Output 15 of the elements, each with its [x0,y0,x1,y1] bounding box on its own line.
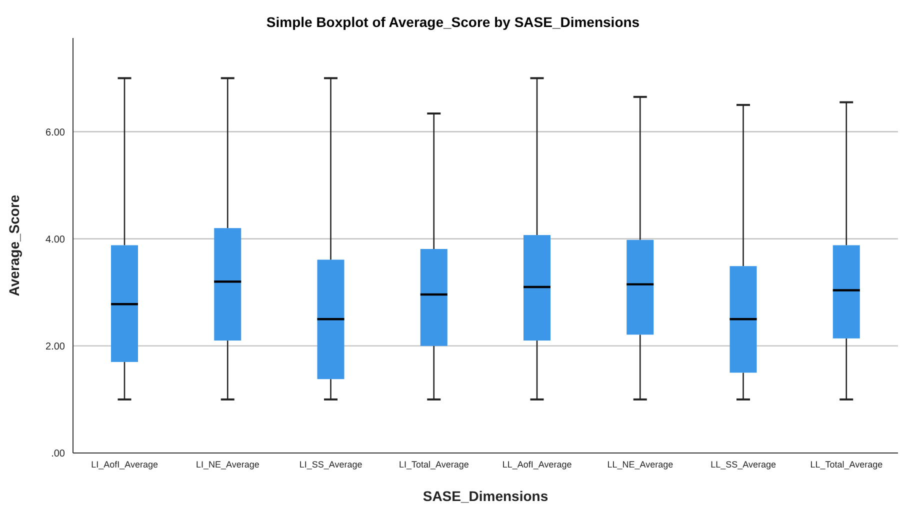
x-tick-label: LI_Total_Average [398,459,469,470]
x-tick-label: LL_SS_Average [710,459,776,470]
y-tick-label: 6.00 [46,127,66,138]
y-tick-label: 2.00 [46,341,66,352]
y-tick-label: 4.00 [46,234,66,246]
y-tick-label: .00 [51,448,66,460]
x-axis-title: SASE_Dimensions [422,488,548,504]
x-tick-label: LL_NE_Average [607,459,674,470]
x-tick-label: LI_SS_Average [299,459,362,470]
chart-title: Simple Boxplot of Average_Score by SASE_Dimensions [265,13,641,32]
x-tick-label: LL_Total_Average [810,459,883,470]
x-tick-label: LI_AofI_Average [91,459,158,470]
x-tick-label: LI_NE_Average [196,459,260,470]
x-tick-label: LL_AofI_Average [502,459,572,470]
y-axis-title: Average_Score [6,194,22,296]
